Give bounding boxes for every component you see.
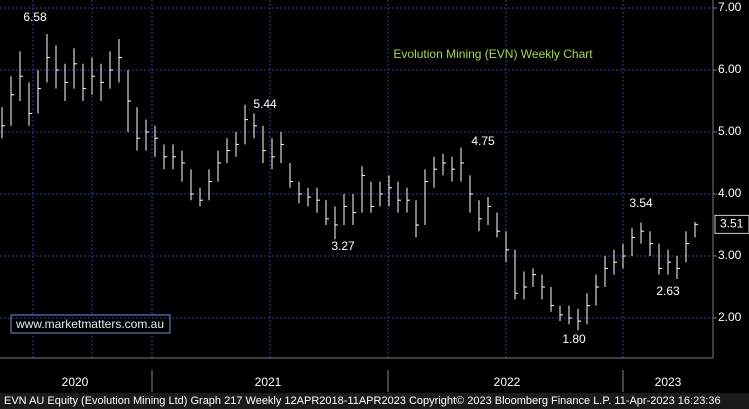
annotation: 6.58 [23, 10, 47, 24]
last-price-box [714, 214, 749, 234]
annotation: 3.27 [331, 239, 355, 253]
y-tick-label: 2.00 [718, 310, 742, 324]
annotation: 3.54 [629, 196, 653, 210]
x-tick-label: 2020 [62, 375, 89, 389]
annotation: 5.44 [253, 97, 277, 111]
y-tick-label: 6.00 [718, 62, 742, 76]
y-tick-label: 3.00 [718, 248, 742, 262]
watermark-box [10, 314, 171, 334]
y-tick-label: 5.00 [718, 124, 742, 138]
footer-bar [0, 393, 749, 409]
footer: EVN AU Equity (Evolution Mining Ltd) Gra… [4, 395, 721, 407]
x-tick-label: 2021 [255, 375, 282, 389]
last-price: 3.51 [720, 217, 744, 231]
x-tick-label: 2022 [494, 375, 521, 389]
y-tick-label: 7.00 [718, 0, 742, 14]
watermark: www.marketmatters.com.au [15, 317, 164, 331]
x-tick-label: 2023 [655, 375, 682, 389]
annotation: 4.75 [471, 134, 495, 148]
annotation: 1.80 [562, 332, 586, 346]
annotation: 2.63 [656, 284, 680, 298]
y-tick-label: 4.00 [718, 186, 742, 200]
chart-title: Evolution Mining (EVN) Weekly Chart [393, 47, 593, 61]
